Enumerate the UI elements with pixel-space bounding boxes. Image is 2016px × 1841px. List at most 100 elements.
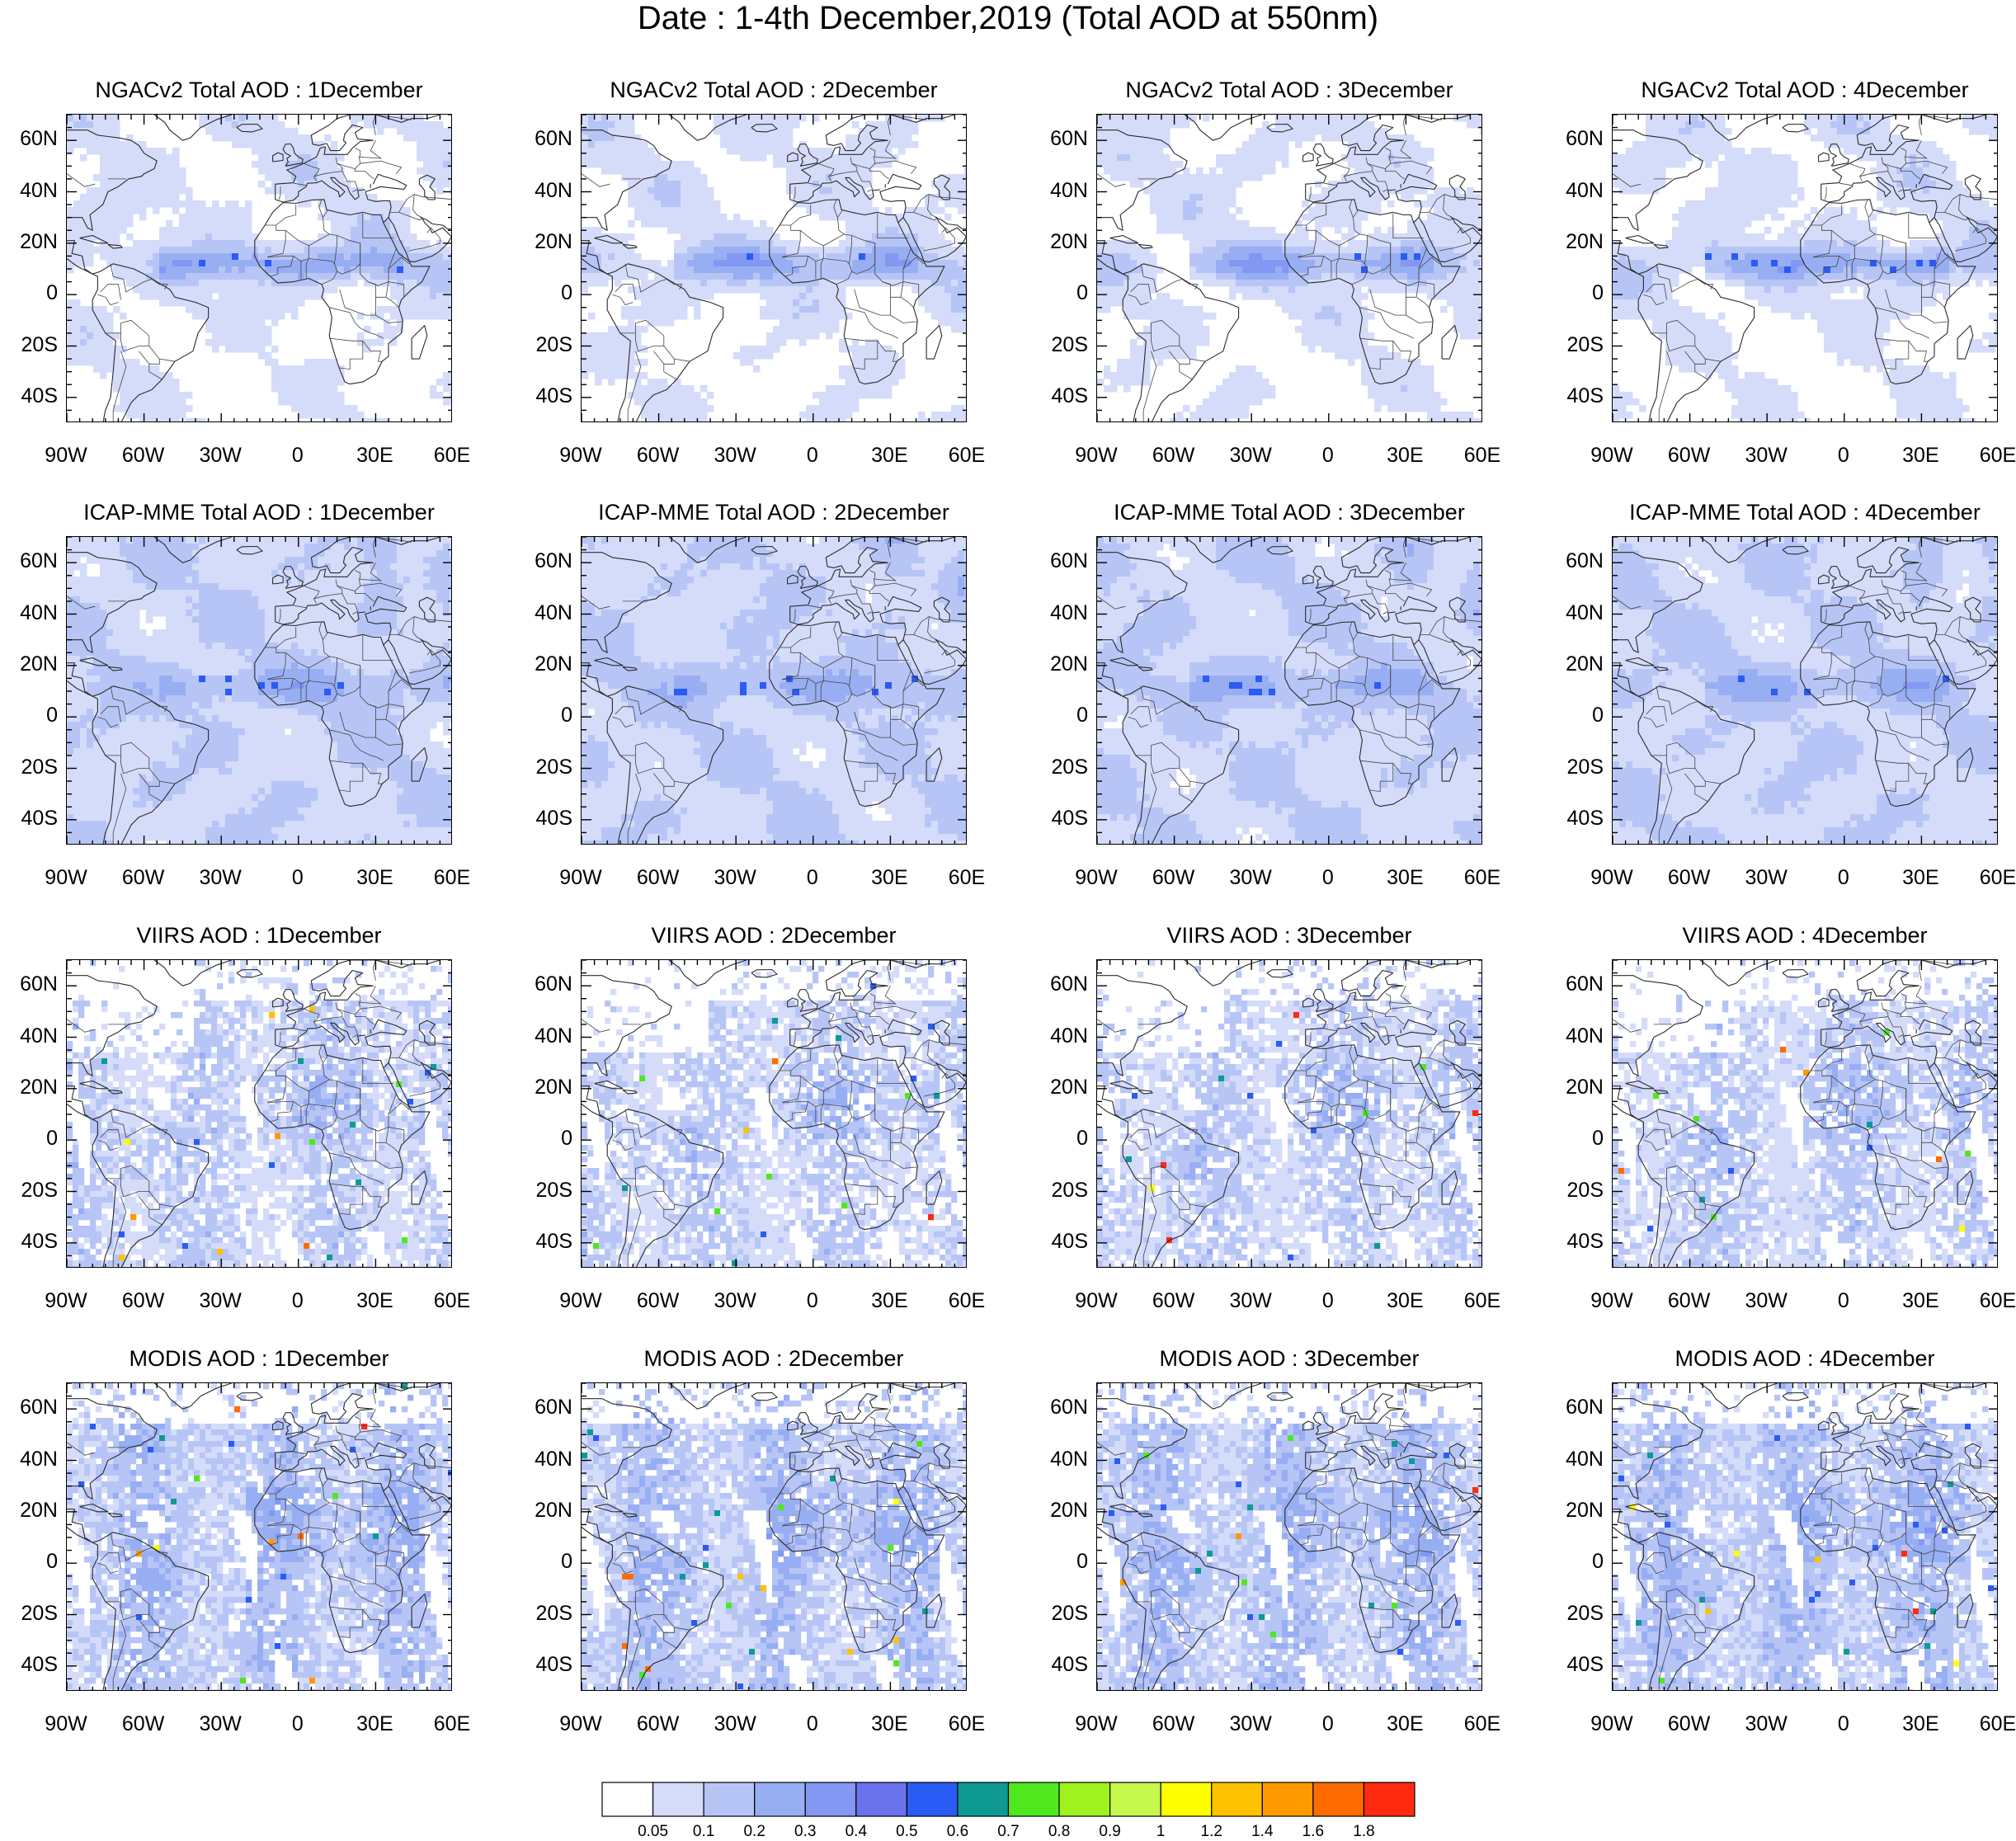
lon-tick-label: 0	[261, 866, 335, 890]
lat-tick-label: 40S	[1552, 1653, 1604, 1677]
aod-map-icap-mme-day4	[1612, 536, 1998, 845]
panel-title: ICAP-MME Total AOD : 4December	[1579, 500, 2016, 525]
lat-tick-label: 20N	[521, 230, 572, 254]
lat-tick-label: 20S	[1552, 1602, 1604, 1626]
lon-tick-label: 60E	[930, 1289, 1004, 1313]
lat-tick-label: 0	[1037, 704, 1088, 727]
lon-tick-label: 30E	[337, 1712, 412, 1736]
aod-field	[67, 1383, 452, 1691]
lat-tick-label: 20N	[1037, 1076, 1088, 1099]
lat-tick-label: 40S	[1037, 807, 1088, 831]
lat-tick-label: 20S	[7, 1602, 58, 1626]
lon-tick-label: 60W	[1652, 1712, 1726, 1736]
lat-tick-label: 40N	[1552, 179, 1604, 203]
lon-tick-label: 30E	[1368, 1289, 1442, 1313]
aod-field	[582, 1383, 967, 1691]
colorbar-swatch	[1161, 1782, 1212, 1816]
panel-title: NGACv2 Total AOD : 2December	[548, 78, 1000, 103]
lat-tick-label: 40S	[7, 1653, 58, 1677]
aod-map-viirs-day4	[1612, 959, 1998, 1268]
aod-map-viirs-day2	[581, 959, 967, 1268]
lat-tick-label: 40N	[521, 179, 572, 203]
lon-tick-label: 30W	[1213, 1712, 1288, 1736]
lon-tick-label: 90W	[1059, 1289, 1133, 1313]
lon-tick-label: 90W	[29, 866, 103, 890]
colorbar-swatch	[704, 1782, 755, 1816]
lat-tick-label: 20N	[1037, 1499, 1088, 1523]
panel-title: MODIS AOD : 4December	[1579, 1346, 2016, 1372]
lat-tick-label: 20S	[7, 1179, 58, 1203]
aod-field	[582, 537, 967, 845]
lon-tick-label: 30E	[852, 866, 926, 890]
lon-tick-label: 30W	[1213, 1289, 1288, 1313]
colorbar-swatch	[805, 1782, 856, 1816]
lon-tick-label: 60E	[415, 1289, 489, 1313]
colorbar-swatch	[856, 1782, 907, 1816]
colorbar-swatch	[1009, 1782, 1060, 1816]
lat-tick-label: 40N	[1037, 1024, 1088, 1048]
lat-tick-label: 0	[7, 1550, 58, 1574]
lon-tick-label: 60E	[930, 1712, 1004, 1736]
colorbar-swatch	[1059, 1782, 1110, 1816]
lon-tick-label: 90W	[544, 1712, 618, 1736]
lat-tick-label: 60N	[7, 127, 58, 151]
lat-tick-label: 0	[1037, 1550, 1088, 1574]
lon-tick-label: 30E	[1883, 444, 1957, 468]
lon-tick-label: 0	[1291, 1289, 1365, 1313]
lat-tick-label: 20S	[521, 756, 572, 779]
lon-tick-label: 0	[775, 1289, 850, 1313]
lat-tick-label: 60N	[521, 127, 572, 151]
lat-tick-label: 20S	[521, 1602, 572, 1626]
aod-field	[1097, 115, 1482, 422]
panel-title: VIIRS AOD : 3December	[1063, 923, 1515, 949]
lat-tick-label: 40S	[1552, 384, 1604, 408]
lat-tick-label: 40N	[521, 1024, 572, 1048]
lon-tick-label: 90W	[1575, 866, 1649, 890]
colorbar-swatch	[755, 1782, 806, 1816]
lat-tick-label: 60N	[7, 972, 58, 996]
lon-tick-label: 60W	[621, 444, 695, 468]
lat-tick-label: 60N	[1037, 1396, 1088, 1420]
aod-field	[1613, 960, 1998, 1268]
lat-tick-label: 40S	[521, 807, 572, 831]
panel-title: VIIRS AOD : 2December	[548, 923, 1000, 949]
lon-tick-label: 60W	[621, 866, 695, 890]
lat-tick-label: 20S	[521, 1179, 572, 1203]
aod-field	[582, 960, 967, 1268]
lon-tick-label: 0	[261, 1712, 335, 1736]
colorbar-swatch	[602, 1782, 653, 1816]
lat-tick-label: 0	[1552, 1550, 1604, 1574]
lon-tick-label: 30W	[1213, 866, 1288, 890]
lat-tick-label: 20S	[7, 333, 58, 357]
lon-tick-label: 0	[1806, 866, 1881, 890]
lon-tick-label: 60E	[1445, 1289, 1519, 1313]
lon-tick-label: 30E	[852, 1712, 926, 1736]
lat-tick-label: 20N	[521, 652, 572, 676]
lat-tick-label: 40N	[1037, 179, 1088, 203]
lon-tick-label: 30W	[183, 444, 257, 468]
lat-tick-label: 0	[1552, 1127, 1604, 1151]
lon-tick-label: 30W	[698, 1712, 772, 1736]
lon-tick-label: 90W	[29, 1289, 103, 1313]
lon-tick-label: 30E	[337, 866, 412, 890]
lon-tick-label: 90W	[1059, 444, 1133, 468]
lat-tick-label: 20N	[7, 652, 58, 676]
panel-title: NGACv2 Total AOD : 4December	[1579, 78, 2016, 103]
panel-title: MODIS AOD : 3December	[1063, 1346, 1515, 1372]
lon-tick-label: 30W	[1729, 866, 1803, 890]
lat-tick-label: 60N	[7, 1396, 58, 1420]
lat-tick-label: 20N	[1552, 1076, 1604, 1099]
aod-map-modis-day1	[66, 1382, 452, 1691]
aod-map-modis-day3	[1096, 1382, 1482, 1691]
lat-tick-label: 40N	[521, 601, 572, 625]
lon-tick-label: 30E	[852, 1289, 926, 1313]
aod-map-ngacv2-day3	[1096, 114, 1482, 422]
lat-tick-label: 40N	[1037, 1448, 1088, 1471]
lon-tick-label: 60E	[415, 1712, 489, 1736]
lon-tick-label: 30W	[183, 1289, 257, 1313]
lon-tick-label: 90W	[1059, 1712, 1133, 1736]
aod-field	[1613, 537, 1998, 845]
lon-tick-label: 30E	[1883, 1289, 1957, 1313]
lon-tick-label: 90W	[544, 444, 618, 468]
lat-tick-label: 60N	[1037, 127, 1088, 151]
